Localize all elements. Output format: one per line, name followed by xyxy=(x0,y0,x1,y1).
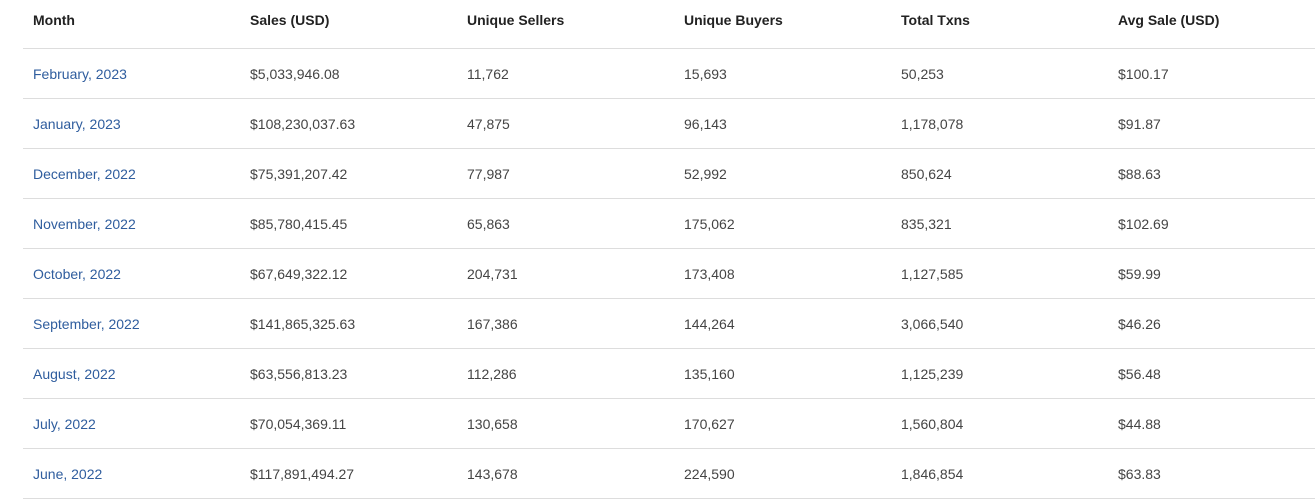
sales-cell: $63,556,813.23 xyxy=(240,348,457,399)
month-cell: September, 2022 xyxy=(23,298,240,349)
avg-sale-cell: $88.63 xyxy=(1108,148,1315,199)
total-txns-cell: 1,846,854 xyxy=(891,448,1108,499)
month-cell: July, 2022 xyxy=(23,398,240,449)
avg-sale-cell: $59.99 xyxy=(1108,248,1315,299)
unique-sellers-cell: 112,286 xyxy=(457,348,674,399)
sales-cell: $75,391,207.42 xyxy=(240,148,457,199)
avg-sale-cell: $102.69 xyxy=(1108,198,1315,249)
header-total-txns[interactable]: Total Txns xyxy=(891,0,1108,49)
avg-sale-cell: $46.26 xyxy=(1108,298,1315,349)
total-txns-cell: 1,125,239 xyxy=(891,348,1108,399)
header-month-label: Month xyxy=(33,12,75,28)
header-unique-sellers[interactable]: Unique Sellers xyxy=(457,0,674,49)
unique-buyers-cell: 170,627 xyxy=(674,398,891,449)
month-link[interactable]: July, 2022 xyxy=(33,415,96,432)
month-cell: August, 2022 xyxy=(23,348,240,399)
sales-cell: $85,780,415.45 xyxy=(240,198,457,249)
table-row: November, 2022 $85,780,415.45 65,863 175… xyxy=(23,198,1315,249)
header-total-txns-label: Total Txns xyxy=(901,12,970,28)
unique-buyers-cell: 173,408 xyxy=(674,248,891,299)
unique-sellers-cell: 65,863 xyxy=(457,198,674,249)
header-unique-buyers-label: Unique Buyers xyxy=(684,12,783,28)
header-unique-sellers-label: Unique Sellers xyxy=(467,12,565,28)
avg-sale-cell: $91.87 xyxy=(1108,98,1315,149)
avg-sale-cell: $56.48 xyxy=(1108,348,1315,399)
header-avg-sale-usd[interactable]: Avg Sale (USD) xyxy=(1108,0,1315,49)
header-sales-usd-label: Sales (USD) xyxy=(250,12,330,28)
month-link[interactable]: February, 2023 xyxy=(33,65,127,82)
month-link[interactable]: June, 2022 xyxy=(33,465,103,482)
month-cell: November, 2022 xyxy=(23,198,240,249)
month-link[interactable]: September, 2022 xyxy=(33,315,140,332)
table-header-row: Month Sales (USD) Unique Sellers Unique … xyxy=(23,0,1315,49)
unique-buyers-cell: 96,143 xyxy=(674,98,891,149)
table-row: August, 2022 $63,556,813.23 112,286 135,… xyxy=(23,348,1315,399)
total-txns-cell: 3,066,540 xyxy=(891,298,1108,349)
table-row: July, 2022 $70,054,369.11 130,658 170,62… xyxy=(23,398,1315,449)
monthly-sales-table: Month Sales (USD) Unique Sellers Unique … xyxy=(23,0,1315,499)
total-txns-cell: 1,127,585 xyxy=(891,248,1108,299)
sales-cell: $5,033,946.08 xyxy=(240,48,457,99)
total-txns-cell: 1,178,078 xyxy=(891,98,1108,149)
table-row: January, 2023 $108,230,037.63 47,875 96,… xyxy=(23,98,1315,149)
unique-sellers-cell: 143,678 xyxy=(457,448,674,499)
unique-sellers-cell: 77,987 xyxy=(457,148,674,199)
avg-sale-cell: $44.88 xyxy=(1108,398,1315,449)
sales-table-container: Month Sales (USD) Unique Sellers Unique … xyxy=(23,0,1315,499)
table-row: October, 2022 $67,649,322.12 204,731 173… xyxy=(23,248,1315,299)
unique-sellers-cell: 130,658 xyxy=(457,398,674,449)
unique-buyers-cell: 135,160 xyxy=(674,348,891,399)
header-sales-usd[interactable]: Sales (USD) xyxy=(240,0,457,49)
unique-sellers-cell: 204,731 xyxy=(457,248,674,299)
month-cell: June, 2022 xyxy=(23,448,240,499)
month-link[interactable]: December, 2022 xyxy=(33,165,136,182)
header-unique-buyers[interactable]: Unique Buyers xyxy=(674,0,891,49)
month-cell: January, 2023 xyxy=(23,98,240,149)
table-row: September, 2022 $141,865,325.63 167,386 … xyxy=(23,298,1315,349)
unique-buyers-cell: 15,693 xyxy=(674,48,891,99)
avg-sale-cell: $63.83 xyxy=(1108,448,1315,499)
table-row: February, 2023 $5,033,946.08 11,762 15,6… xyxy=(23,48,1315,99)
month-cell: February, 2023 xyxy=(23,48,240,99)
unique-buyers-cell: 52,992 xyxy=(674,148,891,199)
month-link[interactable]: November, 2022 xyxy=(33,215,136,232)
unique-buyers-cell: 224,590 xyxy=(674,448,891,499)
unique-sellers-cell: 11,762 xyxy=(457,48,674,99)
header-avg-sale-usd-label: Avg Sale (USD) xyxy=(1118,12,1220,28)
month-link[interactable]: August, 2022 xyxy=(33,365,116,382)
total-txns-cell: 835,321 xyxy=(891,198,1108,249)
header-month[interactable]: Month xyxy=(23,0,240,49)
unique-buyers-cell: 175,062 xyxy=(674,198,891,249)
sales-cell: $117,891,494.27 xyxy=(240,448,457,499)
sales-cell: $108,230,037.63 xyxy=(240,98,457,149)
sales-cell: $70,054,369.11 xyxy=(240,398,457,449)
total-txns-cell: 50,253 xyxy=(891,48,1108,99)
month-link[interactable]: January, 2023 xyxy=(33,115,121,132)
table-row: June, 2022 $117,891,494.27 143,678 224,5… xyxy=(23,448,1315,499)
sales-cell: $67,649,322.12 xyxy=(240,248,457,299)
month-cell: October, 2022 xyxy=(23,248,240,299)
unique-sellers-cell: 47,875 xyxy=(457,98,674,149)
table-row: December, 2022 $75,391,207.42 77,987 52,… xyxy=(23,148,1315,199)
total-txns-cell: 1,560,804 xyxy=(891,398,1108,449)
total-txns-cell: 850,624 xyxy=(891,148,1108,199)
sales-cell: $141,865,325.63 xyxy=(240,298,457,349)
month-cell: December, 2022 xyxy=(23,148,240,199)
month-link[interactable]: October, 2022 xyxy=(33,265,121,282)
avg-sale-cell: $100.17 xyxy=(1108,48,1315,99)
unique-buyers-cell: 144,264 xyxy=(674,298,891,349)
unique-sellers-cell: 167,386 xyxy=(457,298,674,349)
